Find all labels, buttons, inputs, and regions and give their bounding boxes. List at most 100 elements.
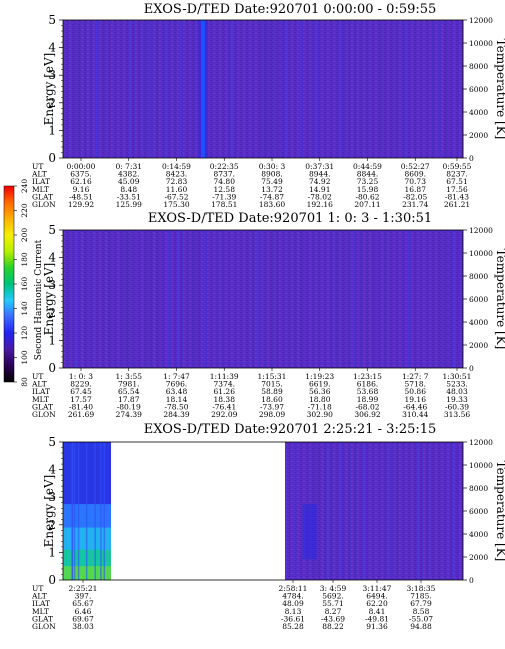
orbit-row-label: ALT	[31, 170, 47, 179]
orbit-value: 192.16	[307, 200, 333, 209]
y2-tick-label: 2000	[469, 553, 488, 562]
y2-tick-label: 4000	[469, 530, 488, 539]
orbit-row-label: ALT	[31, 380, 47, 389]
spectral-stripe	[165, 20, 167, 158]
orbit-value: 69.67	[72, 614, 94, 623]
orbit-value: 298.09	[259, 410, 285, 419]
orbit-value: 11.60	[166, 185, 188, 194]
heatmap-marks	[63, 230, 463, 368]
spectral-stripe	[231, 20, 233, 158]
spectral-stripe	[138, 20, 140, 158]
orbit-value: 1:19:23	[305, 372, 334, 381]
spectral-stripe	[330, 230, 332, 368]
spectral-stripe	[147, 230, 149, 368]
spectral-stripe	[294, 442, 296, 580]
orbit-value: 7981.	[118, 380, 139, 389]
y-tick-label: 1	[48, 545, 56, 559]
orbit-value: 18.99	[357, 395, 379, 404]
orbit-value: 67.51	[446, 177, 467, 186]
orbit-table: UT 1: 0: 3 1: 3:55 1: 7:47 1:11:39 1:15:31 1:1…	[31, 372, 471, 419]
y-tick-label: 2	[48, 306, 56, 320]
spectral-stripe	[345, 20, 347, 158]
orbit-row-label: GLON	[32, 410, 56, 419]
spectral-stripe	[390, 442, 392, 580]
colorbar-tick-label: 200	[20, 228, 29, 243]
spectral-stripe	[330, 442, 332, 580]
y-axis-label: Energy [eV]	[42, 53, 56, 126]
orbit-value: 7696.	[166, 380, 187, 389]
colorbar-tick-label: 80	[20, 377, 29, 387]
spectral-stripe	[384, 230, 386, 368]
orbit-value: 8.41	[369, 607, 386, 616]
spectral-stripe	[363, 442, 365, 580]
orbit-row-label: GLAT	[32, 402, 53, 411]
spectral-stripe	[327, 442, 329, 580]
orbit-value: 67.79	[410, 599, 432, 608]
spectral-stripe	[264, 20, 266, 158]
spectral-stripe	[441, 230, 443, 368]
orbit-value: 72.83	[166, 177, 188, 186]
spectral-stripe	[147, 20, 149, 158]
orbit-value: 7015.	[261, 380, 282, 389]
orbit-value: 2:25:21	[69, 584, 98, 593]
spectral-stripe	[111, 230, 113, 368]
spectral-stripe	[69, 230, 71, 368]
spectrogram-panel-1: EXOS-D/TED Date:920701 0:00:00 - 0:59:55…	[31, 2, 505, 209]
spectral-stripe	[100, 442, 102, 580]
spectrogram-panel-3: EXOS-D/TED Date:920701 2:25:21 - 3:25:15…	[31, 422, 505, 631]
y2-tick-label: 2000	[469, 131, 488, 140]
y2-tick-label: 10000	[469, 39, 493, 48]
orbit-value: 5692.	[322, 592, 343, 601]
y2-tick-label: 12000	[469, 226, 493, 235]
orbit-value: 74.80	[214, 177, 236, 186]
orbit-value: 53.68	[357, 387, 379, 396]
spectral-stripe	[123, 230, 125, 368]
spectral-stripe	[75, 20, 77, 158]
spectral-stripe	[417, 442, 419, 580]
y-tick-label: 3	[48, 490, 56, 504]
spectral-stripe	[77, 442, 80, 580]
spectral-stripe	[73, 442, 76, 580]
orbit-value: 183.60	[259, 200, 285, 209]
spectral-stripe	[103, 442, 106, 580]
y2-tick-label: 6000	[469, 295, 488, 304]
orbit-value: -68.02	[355, 402, 379, 411]
spectral-stripe	[303, 230, 305, 368]
spectral-stripe	[168, 230, 170, 368]
orbit-value: 6.46	[75, 607, 92, 616]
spectral-stripe	[96, 20, 98, 158]
spectral-stripe	[447, 20, 449, 158]
orbit-row-label: MLT	[32, 185, 49, 194]
orbit-value: 62.20	[366, 599, 388, 608]
orbit-value: 19.16	[405, 395, 427, 404]
orbit-value: 15.98	[357, 185, 379, 194]
orbit-row-label: GLAT	[32, 192, 53, 201]
orbit-value: 16.87	[405, 185, 427, 194]
spectral-stripe	[375, 230, 377, 368]
y-tick-label: 2	[48, 96, 56, 110]
orbit-value: 8237.	[446, 170, 467, 179]
colorbar-tick-label: 120	[20, 326, 29, 341]
orbit-value: -73.97	[260, 402, 284, 411]
y-tick-label: 5	[48, 435, 56, 449]
spectral-stripe	[372, 230, 374, 368]
colorbar-tick-label: 240	[20, 179, 29, 194]
orbit-value: 50.86	[405, 387, 427, 396]
spectral-stripe	[405, 20, 407, 158]
colorbar-strip	[3, 185, 15, 383]
spectral-stripe	[396, 20, 398, 158]
spectral-stripe	[354, 230, 356, 368]
orbit-value: 61.26	[214, 387, 236, 396]
spectral-stripe	[447, 230, 449, 368]
orbit-value: 8944.	[309, 170, 330, 179]
orbit-value: 129.92	[68, 200, 94, 209]
spectral-stripe	[453, 442, 455, 580]
spectral-stripe	[252, 230, 254, 368]
y-tick-label: 3	[48, 278, 56, 292]
orbit-value: 231.74	[402, 200, 428, 209]
orbit-value: 65.67	[72, 599, 94, 608]
orbit-value: 310.44	[402, 410, 428, 419]
orbit-value: 0: 7:31	[115, 162, 142, 171]
orbit-value: 6619.	[309, 380, 330, 389]
